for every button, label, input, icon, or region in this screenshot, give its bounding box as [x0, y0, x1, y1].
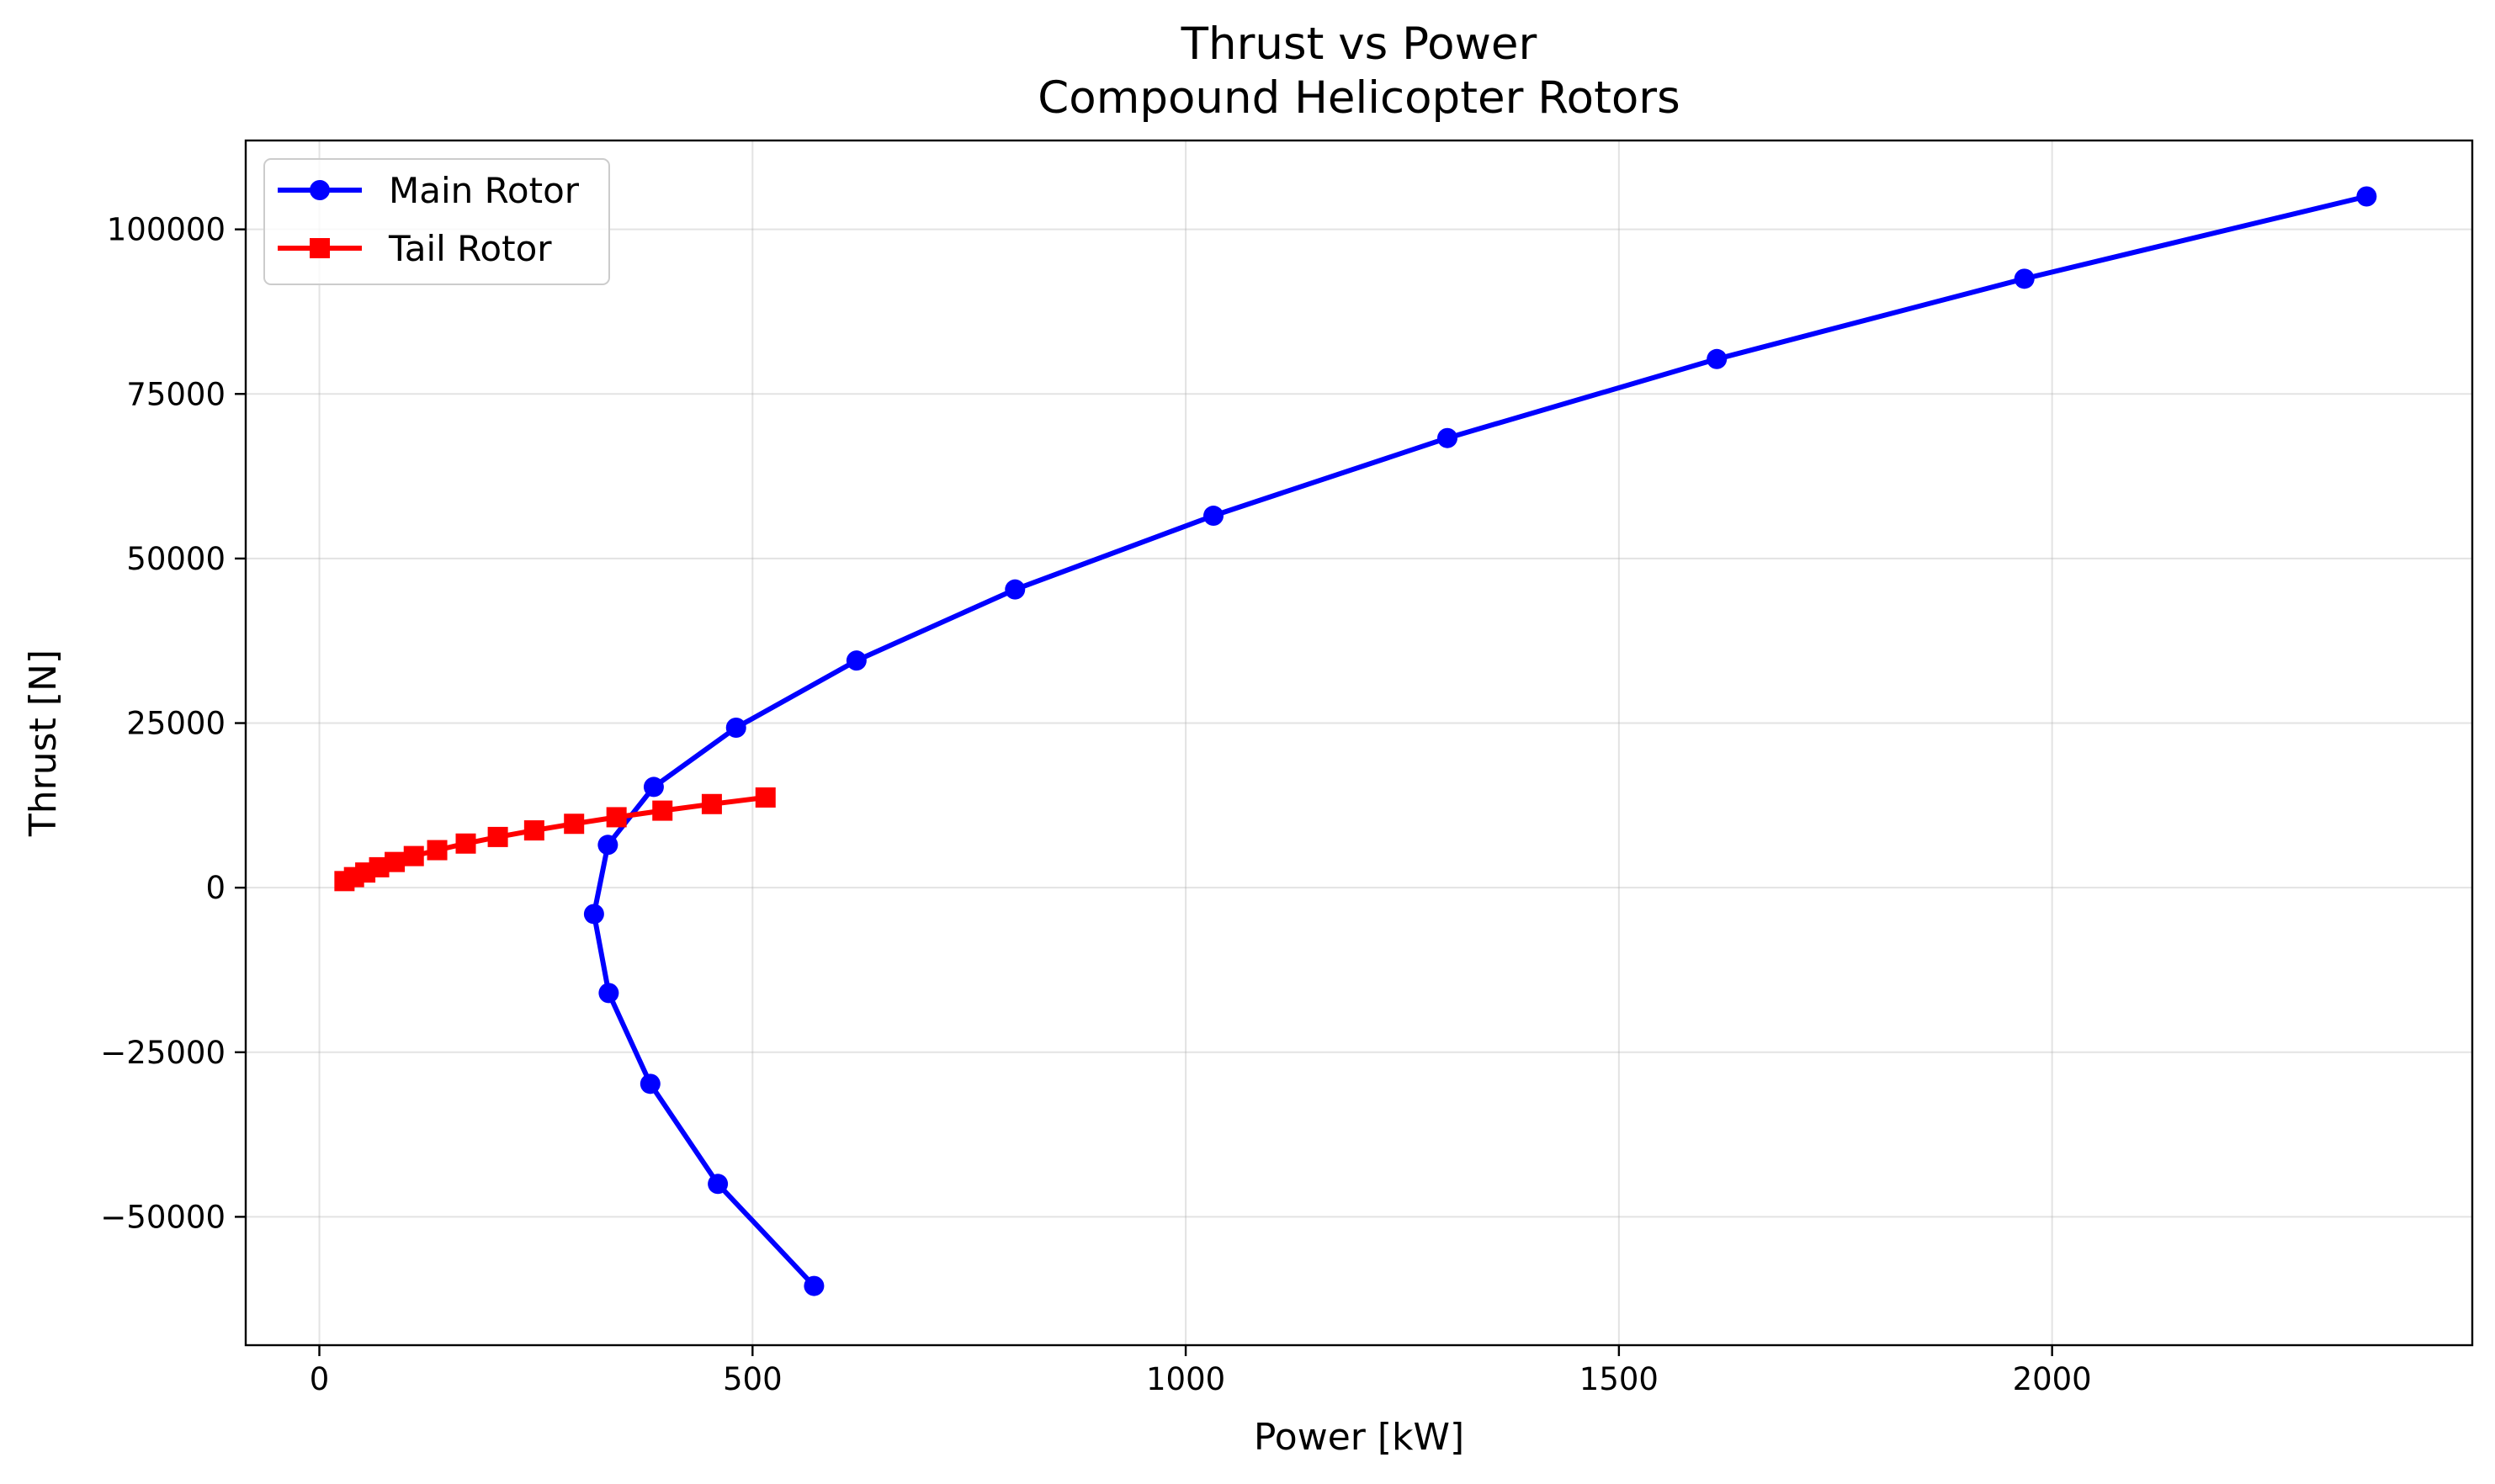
y-tick-label: −25000: [100, 1035, 226, 1071]
data-point: [385, 851, 406, 872]
y-tick-label: 25000: [126, 706, 226, 742]
series-main-rotor: [583, 186, 2377, 1296]
y-tick-label: −50000: [100, 1199, 226, 1235]
legend-marker-tail-rotor: [310, 238, 330, 258]
data-point: [725, 718, 746, 739]
x-tick-label: 1500: [1579, 1361, 1659, 1397]
data-point: [1437, 427, 1458, 448]
y-tick-label: 100000: [107, 212, 226, 248]
x-tick-label: 2000: [2013, 1361, 2092, 1397]
x-axis-label: Power [kW]: [1254, 1416, 1464, 1459]
y-tick-label: 0: [205, 870, 226, 906]
chart-title: Thrust vs Power: [1181, 19, 1537, 70]
series-tail-rotor: [334, 787, 776, 892]
data-point: [643, 776, 664, 798]
data-point: [755, 787, 776, 808]
data-point: [369, 856, 390, 877]
data-point: [597, 835, 618, 856]
data-point: [487, 826, 508, 847]
x-tick-label: 1000: [1146, 1361, 1225, 1397]
plot-frame: [244, 139, 2474, 1347]
legend: Main Rotor Tail Rotor: [263, 158, 610, 285]
data-point: [652, 800, 673, 821]
data-point: [564, 814, 585, 835]
y-axis-label: Thrust [N]: [22, 649, 65, 837]
plot-series: [334, 186, 2377, 1296]
data-point: [846, 650, 867, 671]
data-point: [2356, 186, 2377, 207]
y-tick-label: 50000: [126, 541, 226, 577]
axis-ticks: 0 500 1000 1500 2000 −50000 −25000 0 25000 50000 7…: [100, 212, 2091, 1397]
data-point: [1707, 348, 1728, 369]
grid: [246, 140, 2472, 1345]
data-point: [804, 1275, 825, 1296]
data-point: [1005, 579, 1026, 600]
data-point: [701, 793, 722, 814]
data-point: [427, 840, 448, 861]
data-point: [403, 845, 424, 867]
data-point: [598, 983, 619, 1004]
data-point: [606, 807, 627, 828]
legend-label-main-rotor: Main Rotor: [389, 170, 580, 211]
legend-label-tail-rotor: Tail Rotor: [388, 228, 552, 269]
chart-subtitle: Compound Helicopter Rotors: [1038, 72, 1680, 124]
data-point: [583, 904, 604, 925]
data-point: [1203, 506, 1224, 527]
x-tick-label: 0: [310, 1361, 330, 1397]
y-tick-label: 75000: [126, 376, 226, 412]
data-point: [455, 833, 476, 854]
legend-marker-main-rotor: [310, 180, 330, 200]
data-point: [708, 1174, 729, 1195]
data-point: [523, 820, 544, 841]
x-tick-label: 500: [723, 1361, 783, 1397]
data-point: [2014, 268, 2035, 289]
data-point: [640, 1073, 661, 1094]
